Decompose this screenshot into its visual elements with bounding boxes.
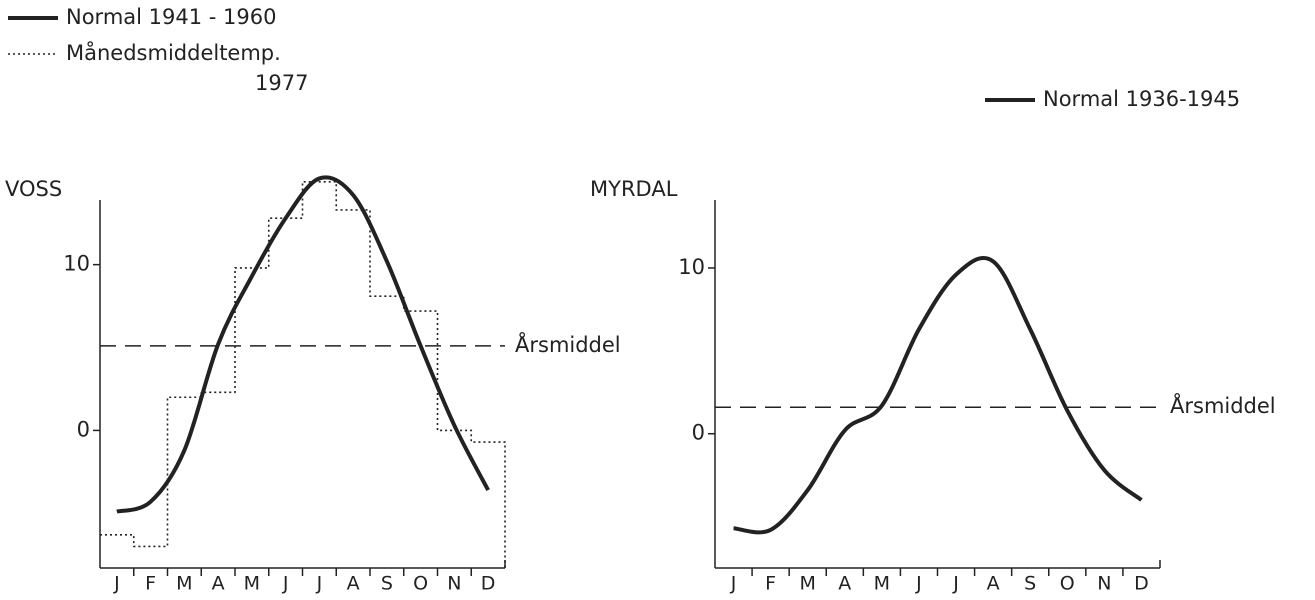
chart-title: VOSS [5,177,62,201]
x-tick-label: J [113,573,120,595]
legend-label: Normal 1936-1945 [1043,87,1240,111]
x-tick-label: M [800,573,816,595]
x-tick-label: M [176,573,192,595]
legend-label: Normal 1941 - 1960 [66,5,276,29]
y-tick-label: 10 [678,255,705,279]
chart-title: MYRDAL [590,177,678,201]
legend-label: 1977 [255,71,308,95]
x-tick-label: N [1097,573,1111,595]
x-tick-label: M [874,573,890,595]
x-tick-label: A [347,573,360,595]
x-tick-label: A [212,573,225,595]
x-tick-label: J [730,573,737,595]
x-tick-label: N [447,573,461,595]
x-tick-label: D [481,573,496,595]
x-tick-label: F [765,573,776,595]
y-tick-label: 10 [63,252,90,276]
x-tick-label: A [838,573,851,595]
y-tick-label: 0 [692,421,705,445]
x-tick-label: O [1060,573,1075,595]
x-tick-label: M [244,573,260,595]
x-tick-label: S [381,573,393,595]
x-tick-label: A [987,573,1000,595]
legend-label: Månedsmiddeltemp. [66,40,281,65]
series-line [100,180,506,568]
x-tick-label: O [413,573,428,595]
x-tick-label: F [145,573,156,595]
x-tick-label: J [282,573,289,595]
x-tick-label: D [1134,573,1149,595]
series-line [733,255,1143,535]
x-tick-label: J [915,573,922,595]
x-tick-label: J [316,573,323,595]
x-tick-label: S [1024,573,1036,595]
y-tick-label: 0 [77,417,90,441]
reference-label: Årsmiddel [1170,392,1276,418]
x-tick-label: J [952,573,959,595]
series-line [116,175,490,514]
reference-label: Årsmiddel [515,331,621,357]
